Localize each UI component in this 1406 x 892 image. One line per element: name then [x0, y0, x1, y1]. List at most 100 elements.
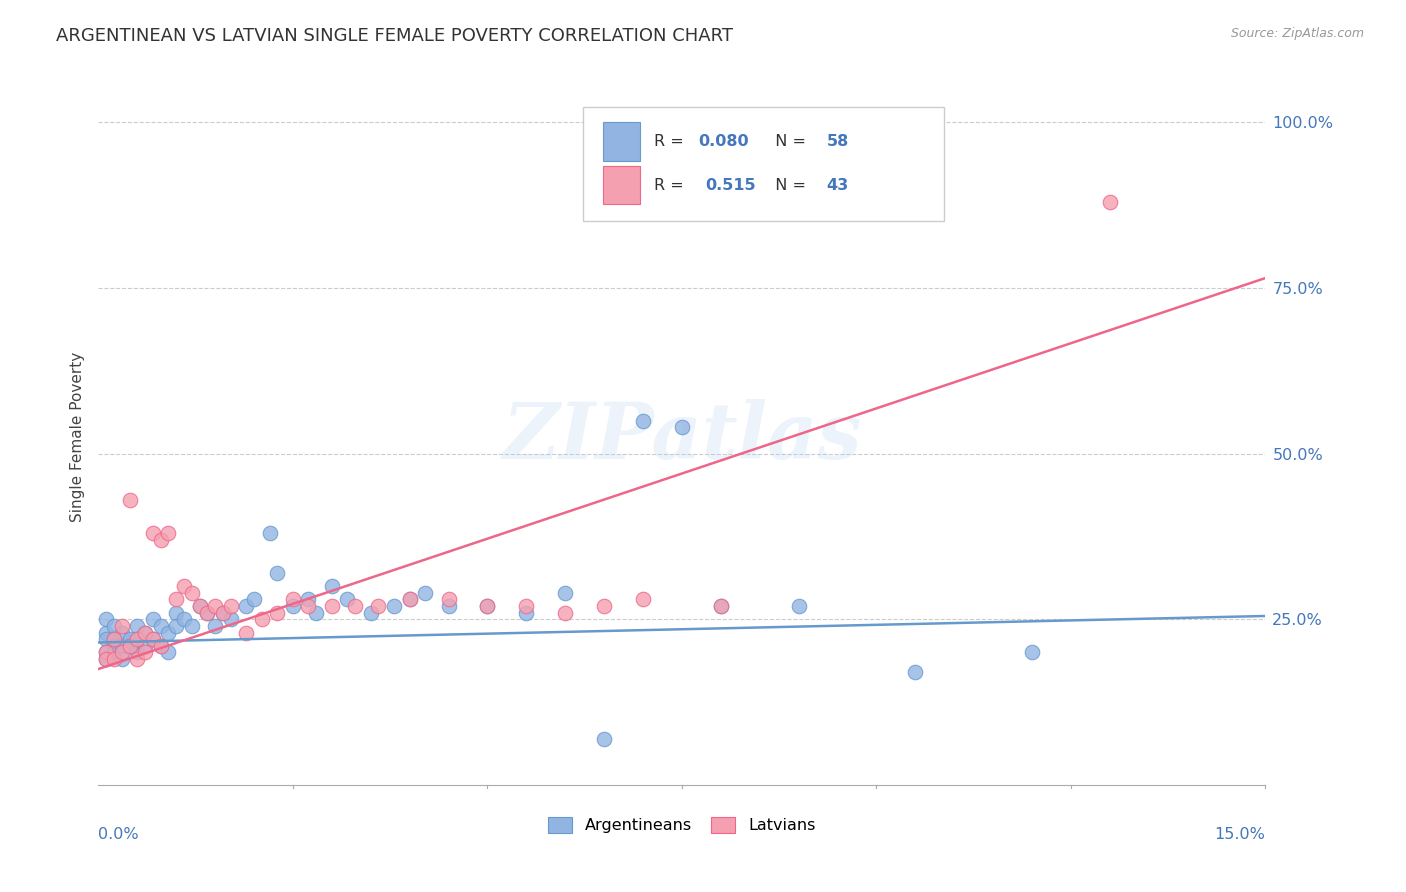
Point	[593, 731, 616, 746]
Point	[515, 599, 537, 613]
Point	[631, 413, 654, 427]
Point	[96, 612, 118, 626]
Point	[827, 188, 849, 202]
Point	[188, 599, 211, 613]
Point	[142, 612, 165, 626]
Point	[111, 645, 134, 659]
Point	[103, 639, 125, 653]
Point	[118, 639, 141, 653]
Point	[477, 599, 499, 613]
Point	[266, 566, 288, 580]
Point	[904, 665, 927, 680]
FancyBboxPatch shape	[603, 166, 640, 204]
Point	[149, 619, 172, 633]
Point	[118, 639, 141, 653]
Point	[297, 599, 319, 613]
Point	[344, 599, 367, 613]
Text: Source: ZipAtlas.com: Source: ZipAtlas.com	[1230, 27, 1364, 40]
Text: R =: R =	[654, 178, 695, 193]
Point	[103, 619, 125, 633]
Text: N =: N =	[765, 178, 811, 193]
Point	[259, 526, 281, 541]
Point	[96, 652, 118, 666]
Point	[96, 645, 118, 659]
Point	[173, 612, 195, 626]
Point	[149, 639, 172, 653]
Point	[437, 592, 460, 607]
Point	[103, 632, 125, 647]
Point	[710, 599, 733, 613]
Text: ARGENTINEAN VS LATVIAN SINGLE FEMALE POVERTY CORRELATION CHART: ARGENTINEAN VS LATVIAN SINGLE FEMALE POV…	[56, 27, 734, 45]
Point	[1098, 194, 1121, 209]
Point	[235, 599, 257, 613]
Point	[437, 599, 460, 613]
Point	[165, 592, 187, 607]
Point	[212, 606, 235, 620]
Text: 0.515: 0.515	[706, 178, 756, 193]
Point	[710, 599, 733, 613]
Point	[127, 645, 149, 659]
Point	[149, 533, 172, 547]
Point	[593, 599, 616, 613]
Point	[367, 599, 389, 613]
Point	[250, 612, 273, 626]
Point	[188, 599, 211, 613]
Point	[671, 420, 693, 434]
Y-axis label: Single Female Poverty: Single Female Poverty	[69, 352, 84, 522]
Point	[111, 652, 134, 666]
Point	[157, 625, 180, 640]
Point	[142, 632, 165, 647]
Point	[515, 606, 537, 620]
Text: 15.0%: 15.0%	[1215, 827, 1265, 842]
Point	[103, 652, 125, 666]
Point	[336, 592, 359, 607]
Point	[631, 592, 654, 607]
Point	[157, 645, 180, 659]
Point	[127, 652, 149, 666]
Text: 0.080: 0.080	[699, 134, 749, 149]
Point	[165, 606, 187, 620]
Point	[554, 606, 576, 620]
Point	[180, 619, 202, 633]
Point	[134, 625, 156, 640]
Point	[103, 645, 125, 659]
Point	[134, 639, 156, 653]
Point	[134, 645, 156, 659]
Point	[96, 645, 118, 659]
Point	[219, 612, 242, 626]
Point	[477, 599, 499, 613]
Text: 0.0%: 0.0%	[98, 827, 139, 842]
Text: ZIPatlas: ZIPatlas	[502, 399, 862, 475]
Point	[173, 579, 195, 593]
Point	[118, 632, 141, 647]
Point	[96, 625, 118, 640]
Point	[111, 625, 134, 640]
Point	[219, 599, 242, 613]
Point	[111, 619, 134, 633]
Point	[398, 592, 420, 607]
Point	[281, 599, 304, 613]
Point	[1021, 645, 1043, 659]
Point	[103, 632, 125, 647]
Point	[243, 592, 266, 607]
Point	[195, 606, 218, 620]
Point	[118, 493, 141, 508]
Point	[111, 639, 134, 653]
Point	[266, 606, 288, 620]
Point	[360, 606, 382, 620]
Text: 58: 58	[827, 134, 849, 149]
Point	[413, 586, 436, 600]
Point	[165, 619, 187, 633]
Point	[297, 592, 319, 607]
Point	[127, 632, 149, 647]
Point	[149, 639, 172, 653]
Point	[127, 619, 149, 633]
Point	[134, 625, 156, 640]
Point	[321, 599, 343, 613]
Text: 43: 43	[827, 178, 849, 193]
Point	[235, 625, 257, 640]
Point	[321, 579, 343, 593]
Legend: Argentineans, Latvians: Argentineans, Latvians	[541, 810, 823, 839]
Point	[398, 592, 420, 607]
FancyBboxPatch shape	[582, 106, 945, 221]
